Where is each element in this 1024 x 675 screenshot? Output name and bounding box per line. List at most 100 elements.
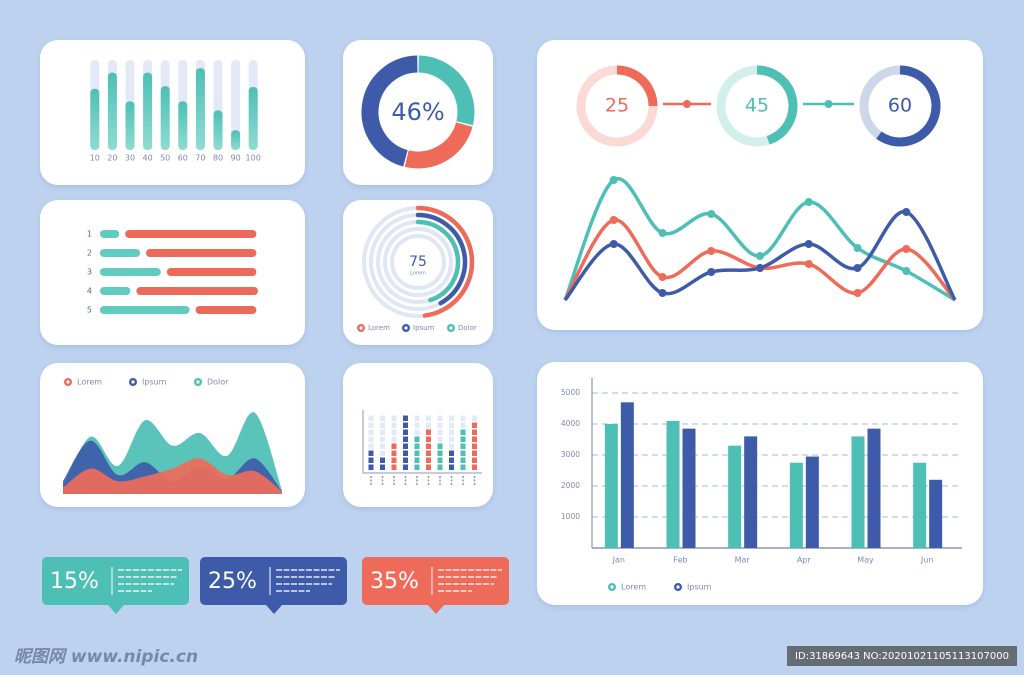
ring-arc	[415, 212, 468, 306]
x-tick-label: Jun	[920, 556, 934, 565]
ring-track	[390, 234, 446, 290]
x-tick-label: 20	[107, 154, 117, 163]
row-label: 4	[87, 287, 92, 296]
x-tick-label: 40	[143, 154, 153, 163]
legend-marker-hole	[196, 380, 200, 384]
progress-segment	[100, 268, 161, 276]
donut-segment	[361, 55, 418, 167]
progress-segment	[125, 230, 257, 238]
bar	[231, 130, 241, 150]
bar	[744, 436, 758, 548]
row-label: 1	[87, 230, 92, 239]
bar	[666, 420, 680, 548]
legend-label: Lorem	[621, 583, 646, 592]
legend-marker-hole	[449, 326, 453, 330]
x-tick-label: 100	[246, 154, 261, 163]
y-tick-label: 1000	[561, 512, 580, 521]
point	[902, 208, 911, 216]
panel	[537, 40, 983, 330]
legend-label: Lorem	[77, 378, 102, 387]
bar	[682, 428, 696, 548]
bar	[851, 436, 865, 548]
gauge-value: 25	[605, 95, 629, 117]
callout-pointer	[266, 605, 282, 614]
callout-value: 35%	[370, 569, 419, 594]
point	[902, 245, 911, 253]
progress-segment	[195, 306, 257, 314]
point	[658, 273, 667, 281]
point	[853, 264, 862, 272]
y-tick-label: 5000	[561, 388, 580, 397]
progress-segment	[136, 287, 258, 295]
x-tick-label: 60	[178, 154, 188, 163]
point	[853, 244, 862, 252]
bar	[107, 72, 117, 150]
x-tick-label: 90	[231, 154, 241, 163]
donut-segment	[404, 121, 473, 169]
bar	[620, 402, 634, 548]
point	[756, 252, 764, 260]
point	[658, 289, 667, 297]
gauge-arc	[616, 65, 658, 107]
point	[707, 210, 716, 218]
gauge-arc	[756, 65, 798, 145]
point	[609, 216, 618, 224]
watermark-box	[787, 646, 1017, 666]
bar	[195, 68, 205, 150]
point	[902, 267, 911, 275]
bar	[160, 86, 170, 150]
connector-dot	[683, 100, 691, 108]
x-tick-label: Jan	[612, 556, 625, 565]
x-tick-label: May	[857, 556, 874, 565]
progress-segment	[100, 230, 120, 238]
bar	[867, 428, 881, 548]
point	[756, 264, 764, 272]
callout-box	[362, 557, 509, 605]
ring-track	[383, 227, 453, 297]
y-tick-label: 2000	[561, 481, 580, 490]
progress-segment	[100, 287, 131, 295]
bar	[90, 88, 100, 150]
legend-label: Ipsum	[687, 583, 712, 592]
point	[658, 229, 667, 237]
center-caption: Lorem	[410, 271, 426, 277]
callout-pointer	[428, 605, 444, 614]
callout-pointer	[108, 605, 124, 614]
bar	[143, 72, 153, 150]
gauge-value: 45	[745, 95, 769, 117]
x-tick-label: 30	[125, 154, 135, 163]
progress-segment	[100, 249, 140, 257]
row-label: 3	[87, 268, 92, 277]
point	[707, 268, 716, 276]
legend-marker-hole	[66, 380, 70, 384]
point	[804, 240, 813, 248]
point	[853, 289, 862, 297]
progress-segment	[166, 268, 257, 276]
legend-label: Ipsum	[413, 324, 435, 332]
callout-box	[200, 557, 347, 605]
bar	[728, 445, 742, 548]
x-tick-label: Mar	[735, 556, 751, 565]
bar	[604, 424, 618, 548]
watermark-site: 昵图网 www.nipic.cn	[14, 647, 198, 667]
ring-arc	[415, 205, 475, 318]
x-tick-label: 50	[160, 154, 170, 163]
x-tick-label: Feb	[673, 556, 687, 565]
x-tick-label: 70	[195, 154, 205, 163]
legend-label: Lorem	[368, 324, 390, 332]
area	[63, 458, 282, 494]
callout-value: 15%	[50, 569, 99, 594]
panel	[40, 40, 305, 185]
bar	[913, 462, 927, 548]
legend-label: Dolor	[207, 378, 229, 387]
point	[804, 260, 813, 268]
callout-value: 25%	[208, 569, 257, 594]
legend-marker-hole	[131, 380, 135, 384]
center-value: 75	[409, 254, 427, 270]
x-tick-label: 10	[90, 154, 100, 163]
bar	[178, 101, 188, 150]
connector-dot	[824, 100, 833, 108]
legend-marker-hole	[676, 585, 680, 589]
